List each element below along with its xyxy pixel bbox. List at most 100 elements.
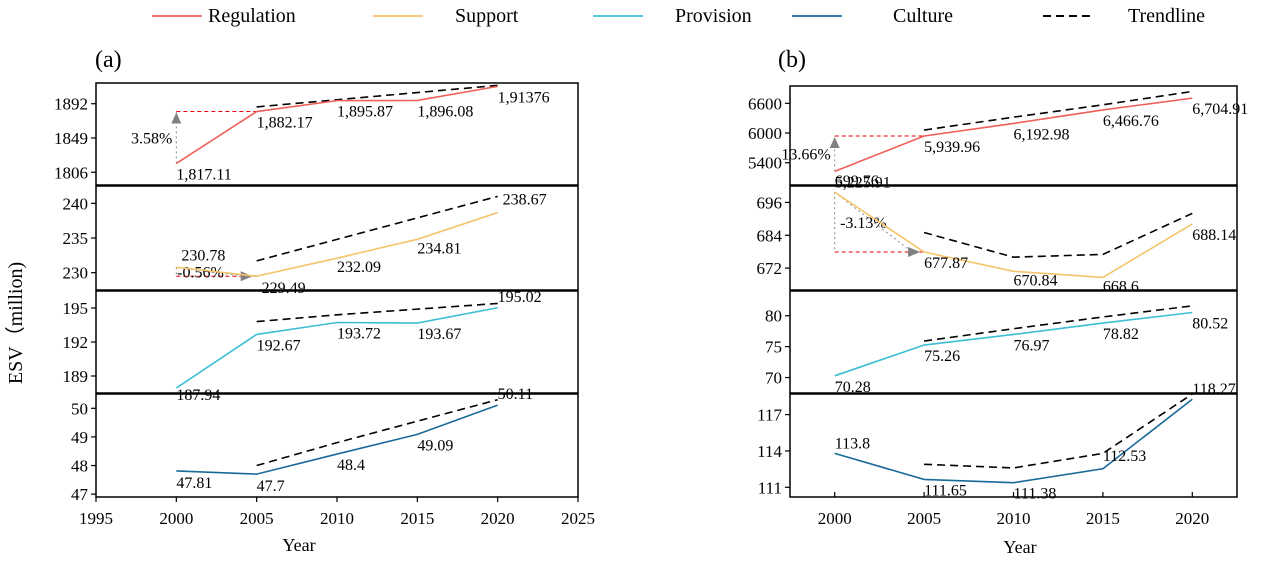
legend-label-trendline: Trendline	[1128, 5, 1205, 27]
y-tick-label: 48	[71, 457, 88, 476]
subplot-support: 230 235 240 -0.56%230.78 229.49 232.09 234.81 2…	[63, 185, 579, 297]
data-label: 688.14	[1192, 227, 1236, 244]
trendline	[256, 84, 498, 108]
annotation-text: 3.58%	[131, 130, 172, 147]
data-label: 48.4	[337, 457, 365, 474]
data-label: 193.67	[417, 326, 461, 343]
x-tick-label: 2010	[320, 509, 354, 528]
trendline	[923, 90, 1193, 131]
x-axis-label: Year	[282, 535, 315, 555]
data-label: 112.53	[1103, 448, 1146, 465]
y-tick-label: 47	[71, 485, 89, 504]
x-tick-label: 1995	[79, 509, 113, 528]
subplot-frame	[789, 85, 1238, 186]
data-label: 195.02	[498, 289, 542, 306]
trendline	[256, 398, 498, 467]
trendline	[256, 302, 498, 323]
series-line-regulation	[175, 85, 498, 165]
subplot-culture: 111 114 117 113.8 111.65 111.38 112.53 118.27	[757, 381, 1238, 503]
data-label: 677.87	[924, 255, 968, 272]
trendline	[256, 195, 498, 262]
subplot-frame	[95, 82, 579, 186]
x-tick-label: 2000	[159, 509, 193, 528]
data-label: 5,225.91	[835, 174, 891, 191]
y-axis-label: ESV（million)	[4, 262, 27, 384]
y-tick-label: 240	[63, 194, 89, 213]
x-tick-label: 2015	[400, 509, 434, 528]
y-tick-label: 672	[757, 259, 783, 278]
y-tick-label: 80	[765, 307, 782, 326]
y-tick-label: 189	[63, 367, 89, 386]
subplot-frame	[789, 290, 1238, 394]
y-tick-label: 6000	[748, 124, 782, 143]
data-label: 75.26	[924, 348, 960, 365]
data-label: 670.84	[1014, 272, 1058, 289]
annotation-arrow	[240, 271, 253, 282]
data-label: 230.78	[181, 247, 225, 264]
y-tick-label: 684	[757, 226, 783, 245]
x-tick-label: 2025	[561, 509, 595, 528]
subplot-culture: 47 48 49 50 47.81 47.7 48.4 49.09 50.11	[71, 386, 579, 504]
data-label: 111.38	[1014, 486, 1057, 503]
y-tick-label: 50	[71, 399, 88, 418]
data-label: 47.7	[257, 478, 285, 495]
data-label: 6,466.76	[1103, 113, 1159, 130]
y-tick-label: 1892	[54, 95, 88, 114]
y-tick-label: 230	[63, 264, 89, 283]
x-tick-label: 2010	[997, 509, 1031, 528]
y-tick-label: 192	[63, 333, 89, 352]
data-label: 668.6	[1103, 278, 1139, 295]
x-tick-label: 2020	[1175, 509, 1209, 528]
data-label: 111.65	[924, 482, 967, 499]
x-axis-label: Year	[1003, 537, 1036, 557]
data-label: 49.09	[417, 437, 453, 454]
data-label: 6,192.98	[1014, 126, 1070, 143]
subplot-regulation: 1806 1849 1892 3.58% 1,817.11 1,882.17 1,895.8…	[54, 82, 579, 186]
data-label: 118.27	[1192, 381, 1235, 398]
data-label: 80.52	[1192, 316, 1228, 333]
trendline	[923, 212, 1193, 258]
data-label: 699.76	[835, 173, 879, 190]
data-label: 187.94	[176, 387, 220, 404]
y-tick-label: 195	[63, 299, 89, 318]
trendline	[924, 393, 1193, 469]
y-tick-label: 6600	[748, 94, 782, 113]
data-label: 1,882.17	[257, 115, 313, 132]
data-label: 70.28	[835, 379, 871, 396]
data-label: 1,91376	[498, 89, 550, 106]
y-tick-label: 1849	[54, 129, 88, 148]
y-tick-label: 49	[71, 428, 88, 447]
legend-label-support: Support	[455, 5, 519, 27]
legend-label-culture: Culture	[893, 5, 953, 27]
annotation-text: 13.66%	[781, 147, 830, 164]
data-label: 192.67	[257, 337, 301, 354]
y-tick-label: 5400	[748, 154, 782, 173]
series-line-support	[834, 191, 1193, 279]
annotation-arrow	[171, 112, 182, 124]
data-label: 193.72	[337, 326, 381, 343]
series-line-culture	[834, 398, 1193, 484]
subplot-provision: 70 75 80 70.28 75.26 76.97 78.82 80.52	[765, 290, 1238, 396]
legend: Regulation Support Provision Culture Trendli…	[152, 5, 1205, 27]
y-tick-label: 1806	[54, 163, 88, 182]
data-label: 229.49	[262, 280, 306, 297]
data-label: 113.8	[835, 435, 870, 452]
series-line-provision	[175, 306, 498, 389]
y-tick-label: 111	[758, 478, 782, 497]
panel-label: (b)	[778, 47, 806, 73]
panel-a: (a) 1806 1849 1892 3.58% 1,817.11 1,882.17 1,89…	[54, 47, 595, 555]
legend-label-regulation: Regulation	[208, 5, 296, 27]
data-label: 1,896.08	[417, 103, 473, 120]
data-label: 1,817.11	[176, 166, 231, 183]
x-tick-label: 2000	[818, 509, 852, 528]
data-label: 47.81	[176, 475, 212, 492]
subplot-frame	[95, 393, 579, 498]
annotation-text: -0.56%	[177, 265, 224, 282]
data-label: 76.97	[1014, 337, 1050, 354]
trendline	[923, 305, 1193, 342]
x-tick-label: 2020	[481, 509, 515, 528]
y-tick-label: 696	[757, 193, 783, 212]
y-tick-label: 70	[765, 369, 782, 388]
x-tick-label: 2005	[240, 509, 274, 528]
